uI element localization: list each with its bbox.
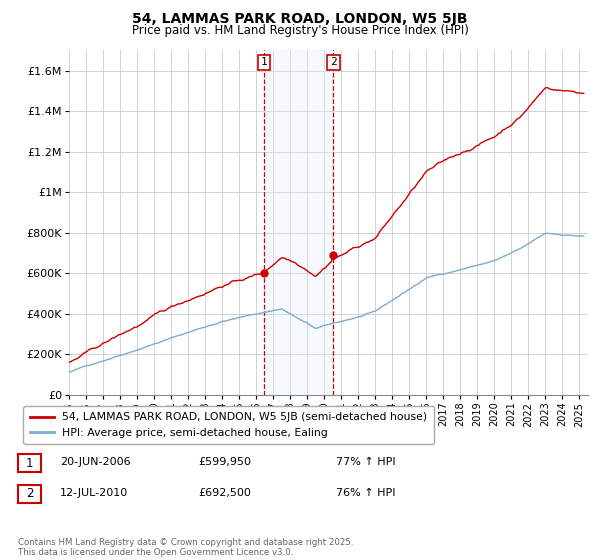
Text: 77% ↑ HPI: 77% ↑ HPI — [336, 457, 395, 467]
Text: 1: 1 — [26, 456, 33, 470]
Text: 20-JUN-2006: 20-JUN-2006 — [60, 457, 131, 467]
Text: Contains HM Land Registry data © Crown copyright and database right 2025.
This d: Contains HM Land Registry data © Crown c… — [18, 538, 353, 557]
Text: £692,500: £692,500 — [198, 488, 251, 498]
Text: 2: 2 — [330, 58, 337, 67]
Text: 1: 1 — [261, 58, 268, 67]
Text: Price paid vs. HM Land Registry's House Price Index (HPI): Price paid vs. HM Land Registry's House … — [131, 24, 469, 37]
Legend: 54, LAMMAS PARK ROAD, LONDON, W5 5JB (semi-detached house), HPI: Average price, : 54, LAMMAS PARK ROAD, LONDON, W5 5JB (se… — [23, 406, 434, 444]
Text: 76% ↑ HPI: 76% ↑ HPI — [336, 488, 395, 498]
Text: 54, LAMMAS PARK ROAD, LONDON, W5 5JB: 54, LAMMAS PARK ROAD, LONDON, W5 5JB — [132, 12, 468, 26]
Bar — [264, 50, 334, 395]
Text: £599,950: £599,950 — [198, 457, 251, 467]
Text: 12-JUL-2010: 12-JUL-2010 — [60, 488, 128, 498]
Text: 2: 2 — [26, 487, 33, 501]
